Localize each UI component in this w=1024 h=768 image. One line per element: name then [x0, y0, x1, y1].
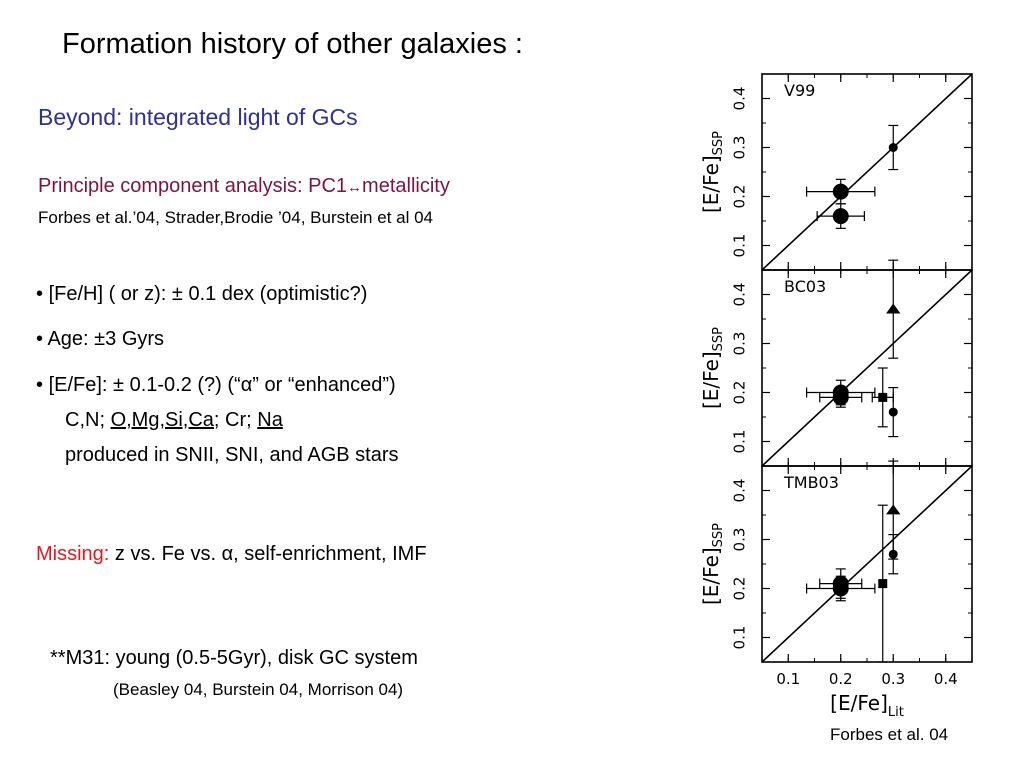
panel-label: V99 [784, 81, 815, 100]
data-point-circle [832, 183, 849, 200]
y-tick-label: 0.3 [731, 332, 749, 356]
panel-label: TMB03 [783, 473, 839, 492]
elements-line: C,N; O,Mg,Si,Ca; Cr; Na [65, 409, 283, 432]
data-point-triangle [886, 504, 901, 515]
elements-alpha-group: O,Mg,Si,Ca [110, 409, 214, 431]
y-tick-label: 0.3 [731, 528, 749, 552]
x-tick-label: 0.1 [776, 670, 800, 688]
slide-title: Formation history of other galaxies : [62, 28, 523, 60]
y-axis-label: [E/Fe]SSP [699, 131, 726, 213]
y-tick-label: 0.2 [731, 577, 749, 601]
missing-line: Missing: z vs. Fe vs. α, self-enrichment… [36, 543, 427, 566]
data-point-circle [888, 143, 898, 152]
data-point-circle [832, 389, 849, 406]
references-line: Forbes et al.’04, Strader,Brodie ’04, Bu… [38, 208, 434, 227]
data-point-circle [888, 407, 898, 417]
y-tick-label: 0.1 [731, 430, 749, 454]
one-to-one-line [762, 270, 972, 466]
data-point-circle [832, 575, 849, 592]
e-fe-comparison-figure: 0.1 0.2 0.3 0.4 V99 [E/Fe]SSP 0.1 0.2 0.3 0.4 BC03… [699, 73, 973, 720]
bullet-age-text: Age: ±3 Gyrs [47, 328, 165, 350]
data-point-square [878, 392, 888, 402]
data-point-square [878, 579, 888, 589]
x-tick-label: 0.2 [829, 670, 853, 688]
bullet-age: • Age: ±3 Gyrs [36, 328, 164, 351]
y-tick-label: 0.3 [731, 136, 749, 160]
pca-line-prefix: Principle component analysis: PC1 [38, 175, 348, 197]
y-axis-label: [E/Fe]SSP [699, 327, 726, 409]
x-tick-label: 0.3 [881, 670, 905, 688]
x-tick-label: 0.4 [934, 670, 958, 688]
one-to-one-line [762, 74, 972, 270]
y-tick-label: 0.2 [731, 381, 749, 405]
data-point-triangle [886, 303, 901, 314]
pca-line: Principle component analysis: PC1↔metall… [38, 175, 450, 198]
bullet-e-fe-text: [E/Fe]: ± 0.1-0.2 (?) (“α” or “enhanced”… [48, 374, 396, 396]
double-arrow-icon: ↔ [347, 179, 363, 196]
data-point-circle [888, 549, 898, 559]
m31-references: (Beasley 04, Burstein 04, Morrison 04) [113, 680, 404, 699]
figure-credit: Forbes et al. 04 [830, 725, 949, 744]
m31-note: **M31: young (0.5-5Gyr), disk GC system [50, 647, 418, 669]
y-tick-label: 0.2 [731, 185, 749, 209]
missing-text: z vs. Fe vs. α, self-enrichment, IMF [109, 543, 427, 565]
y-tick-label: 0.1 [731, 626, 749, 650]
bullet-fe-h: • [Fe/H] ( or z): ± 0.1 dex (optimistic?… [36, 283, 367, 306]
bullet-fe-h-text: [Fe/H] ( or z): ± 0.1 dex (optimistic?) [48, 283, 368, 305]
elements-na: Na [257, 409, 283, 431]
slide-subtitle: Beyond: integrated light of GCs [38, 104, 358, 130]
y-axis-label: [E/Fe]SSP [699, 523, 726, 605]
bullet-e-fe: • [E/Fe]: ± 0.1-0.2 (?) (“α” or “enhance… [36, 374, 396, 397]
missing-label: Missing: [36, 543, 110, 565]
panel-label: BC03 [784, 277, 826, 296]
pca-line-suffix: metallicity [362, 175, 450, 197]
y-tick-label: 0.1 [731, 234, 749, 258]
bullet-dot: • [36, 374, 44, 396]
y-tick-label: 0.4 [731, 283, 749, 307]
one-to-one-line [762, 466, 972, 662]
data-point-circle [832, 208, 849, 225]
elements-prefix: C,N; [65, 409, 111, 431]
bullet-dot: • [36, 328, 44, 350]
y-tick-label: 0.4 [731, 87, 749, 111]
elements-mid: ; Cr; [213, 409, 258, 431]
x-axis-label: [E/Fe]Lit [830, 691, 904, 720]
produced-line: produced in SNII, SNI, and AGB stars [65, 444, 399, 466]
bullet-dot: • [36, 283, 44, 305]
y-tick-label: 0.4 [731, 479, 749, 503]
